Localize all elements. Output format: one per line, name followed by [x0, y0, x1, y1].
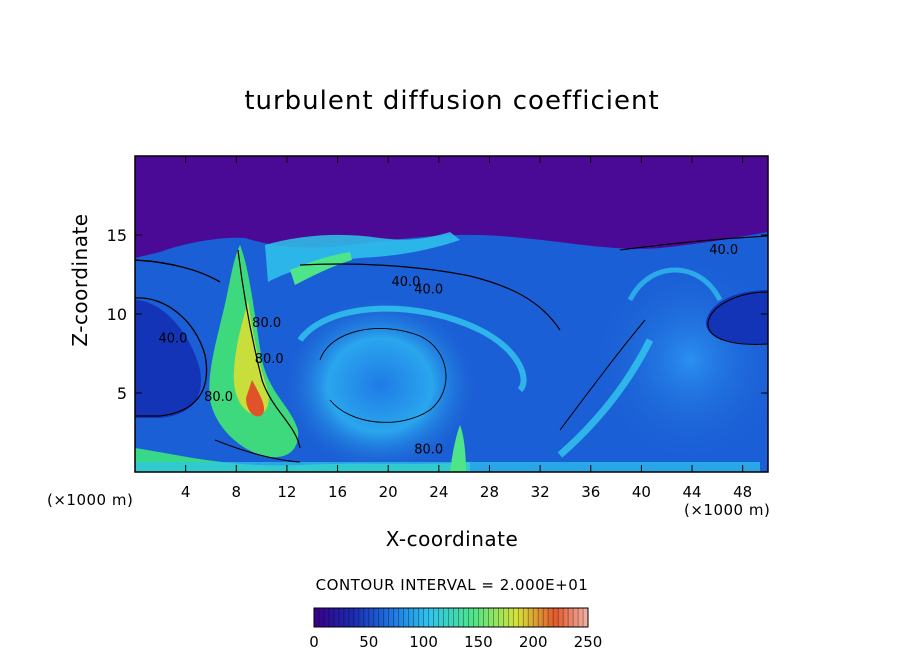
x-tick-label: 24 — [429, 483, 448, 501]
contour-interval-label: CONTOUR INTERVAL = 2.000E+01 — [315, 576, 589, 594]
x-unit-left: (×1000 m) — [47, 491, 134, 509]
x-tick-label: 12 — [277, 483, 296, 501]
contour-label: 80.0 — [204, 390, 233, 405]
colorbar-tick-label: 0 — [309, 633, 319, 651]
y-tick-label: 15 — [107, 226, 127, 245]
x-tick-label: 44 — [682, 483, 701, 501]
colorbar-ticks: 0 50 100 150 200 250 — [309, 633, 602, 651]
chart-title: turbulent diffusion coefficient — [244, 86, 660, 116]
x-tick-label: 4 — [181, 483, 191, 501]
colorbar-tick-label: 50 — [359, 633, 378, 651]
heatmap-field — [135, 156, 768, 472]
colorbar-tick-label: 200 — [519, 633, 548, 651]
contour-label: 40.0 — [391, 275, 420, 290]
x-tick-label: 48 — [733, 483, 752, 501]
x-axis-ticks: 4 8 12 16 20 24 28 32 36 40 44 48 — [181, 156, 752, 501]
contour-label: 80.0 — [252, 316, 281, 331]
colorbar-tick-label: 150 — [464, 633, 493, 651]
x-tick-label: 32 — [531, 483, 550, 501]
x-unit-right: (×1000 m) — [684, 501, 771, 519]
contour-label: 40.0 — [414, 283, 443, 298]
y-axis-ticks: 5 10 15 — [107, 226, 768, 403]
contour-label: 40.0 — [159, 332, 188, 347]
colorbar-tick-label: 250 — [574, 633, 603, 651]
y-tick-label: 5 — [117, 384, 127, 403]
y-tick-label: 10 — [107, 305, 127, 324]
contour-label: 80.0 — [255, 352, 284, 367]
x-tick-label: 8 — [232, 483, 242, 501]
colorbar-tick-label: 100 — [409, 633, 438, 651]
x-tick-label: 40 — [632, 483, 651, 501]
contour-label: 80.0 — [414, 442, 443, 457]
x-tick-label: 20 — [379, 483, 398, 501]
x-tick-label: 36 — [581, 483, 600, 501]
colorbar — [313, 607, 589, 628]
x-axis-label: X-coordinate — [385, 527, 519, 551]
x-tick-label: 28 — [480, 483, 499, 501]
y-axis-label: Z-coordinate — [68, 213, 92, 347]
contour-labels: 40.040.040.040.080.080.080.080.0 — [159, 243, 739, 457]
colorbar-stripes — [318, 608, 584, 627]
contour-label: 40.0 — [709, 243, 738, 258]
x-tick-label: 16 — [328, 483, 347, 501]
